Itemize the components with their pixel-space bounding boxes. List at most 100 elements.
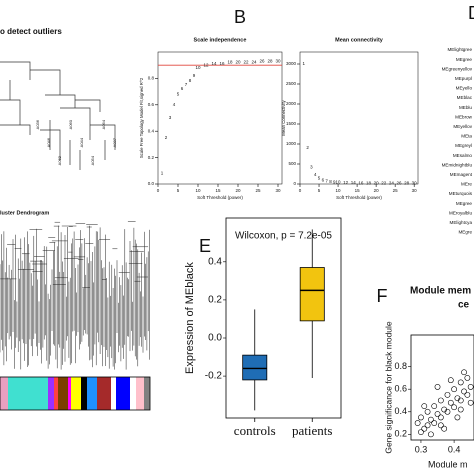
y-tick-label: 0.8 [394,361,407,371]
point [421,425,428,432]
point-label: 8 [329,179,332,184]
point-label: 28 [404,181,410,186]
point [434,384,441,390]
x-tick-label: 5 [177,188,180,193]
point-label: 24 [389,181,395,186]
point-label: 2 [165,135,168,140]
point [427,431,434,438]
point [457,406,464,413]
point-label: 30 [412,181,418,186]
module-label: MEyello [456,86,473,91]
x-tick-label: 20 [235,188,241,193]
point [451,386,458,393]
outlier-title: o detect outliers [0,27,62,36]
y-tick-label: 2500 [286,81,297,86]
sample-label: A062 [57,155,62,165]
y-tick-label: 0.0 [208,333,222,344]
plot-frame [225,217,342,419]
dendrogram-branches [0,221,150,370]
y-tick-label: 0.2 [148,155,155,160]
module-label: MElightgree [447,47,472,52]
point [441,425,448,432]
point-label: 16 [219,61,225,66]
x-axis-label: Module m [428,459,468,469]
point-label: 24 [251,60,257,65]
point-label: 3 [310,164,313,169]
point [431,403,438,410]
y-tick-label: -0.2 [205,371,223,382]
point [461,388,467,395]
point [431,420,438,426]
module-label: MEpurpl [455,76,472,81]
sample-label: A036 [35,119,40,129]
y-tick-label: 0.2 [394,429,407,439]
module-label: MEgree [456,57,473,62]
point [451,404,458,411]
point-label: 28 [267,58,273,63]
module-label: MEbrow [455,114,473,119]
point [447,399,454,406]
point [424,408,431,415]
point-label: 1 [303,61,306,66]
sample-label: A064 [101,119,106,129]
point-label: 30 [275,58,281,63]
x-tick-label: 25 [255,188,261,193]
point-label: 10 [336,180,342,185]
point [454,414,461,421]
panel-label: B [234,7,246,27]
sample-label: A046 [46,137,51,147]
module-label: MEmidnightblu [442,162,473,167]
box [242,354,268,381]
module-label: MEblu [459,105,472,110]
x-tick-label: 10 [195,188,201,193]
x-tick-label: 30 [275,188,281,193]
cluster-dendrogram [0,221,150,370]
y-tick-label: 2000 [286,101,297,106]
point-label: 5 [177,91,180,96]
x-tick-label: 0 [157,188,160,193]
sample-label: A060 [68,119,73,129]
point-label: 1 [161,171,164,176]
sample-label: A037 [112,137,117,147]
point [418,414,424,421]
point [457,379,464,386]
point-label: 22 [243,60,249,65]
point-label: 20 [374,180,380,185]
point [437,422,444,429]
point-label: 26 [259,58,265,63]
module-label: MEgreenyellov [442,66,473,71]
point [418,429,424,435]
module-label: MEre [461,182,472,187]
y-tick-label: 500 [288,161,296,166]
point-label: 7 [325,178,328,183]
point-label: 9 [193,73,196,78]
point-label: 4 [314,172,317,177]
point-label: 22 [381,181,387,186]
y-tick-label: 0.8 [148,76,155,81]
y-tick-label: 0.4 [394,406,407,416]
module-label: MEsalmo [453,153,473,158]
point-label: 9 [333,179,336,184]
point [467,384,474,390]
point [437,397,444,404]
module-label: MEgre [458,230,472,235]
module-label: MEgreyl [455,143,472,148]
point-label: 14 [351,180,357,185]
module-label: MEyellov [453,124,472,129]
point [444,391,451,398]
point-label: 26 [396,181,402,186]
sample-label: A044 [79,137,84,147]
module-label: MEroyalblu [449,210,472,215]
point-label: 7 [185,82,188,87]
point [444,408,451,415]
module-color-bar [0,376,151,411]
point [434,411,441,417]
x-tick-label: 5 [318,188,321,193]
point [424,422,431,429]
chart-title: ce [458,300,470,311]
annotation: Wilcoxon, p = 7.2e-05 [235,231,332,242]
chart-title: Scale independence [194,37,247,43]
y-tick-label: 0.4 [208,256,222,267]
point-label: 16 [358,180,364,185]
x-axis-label: Soft Threshold (power) [336,195,382,200]
